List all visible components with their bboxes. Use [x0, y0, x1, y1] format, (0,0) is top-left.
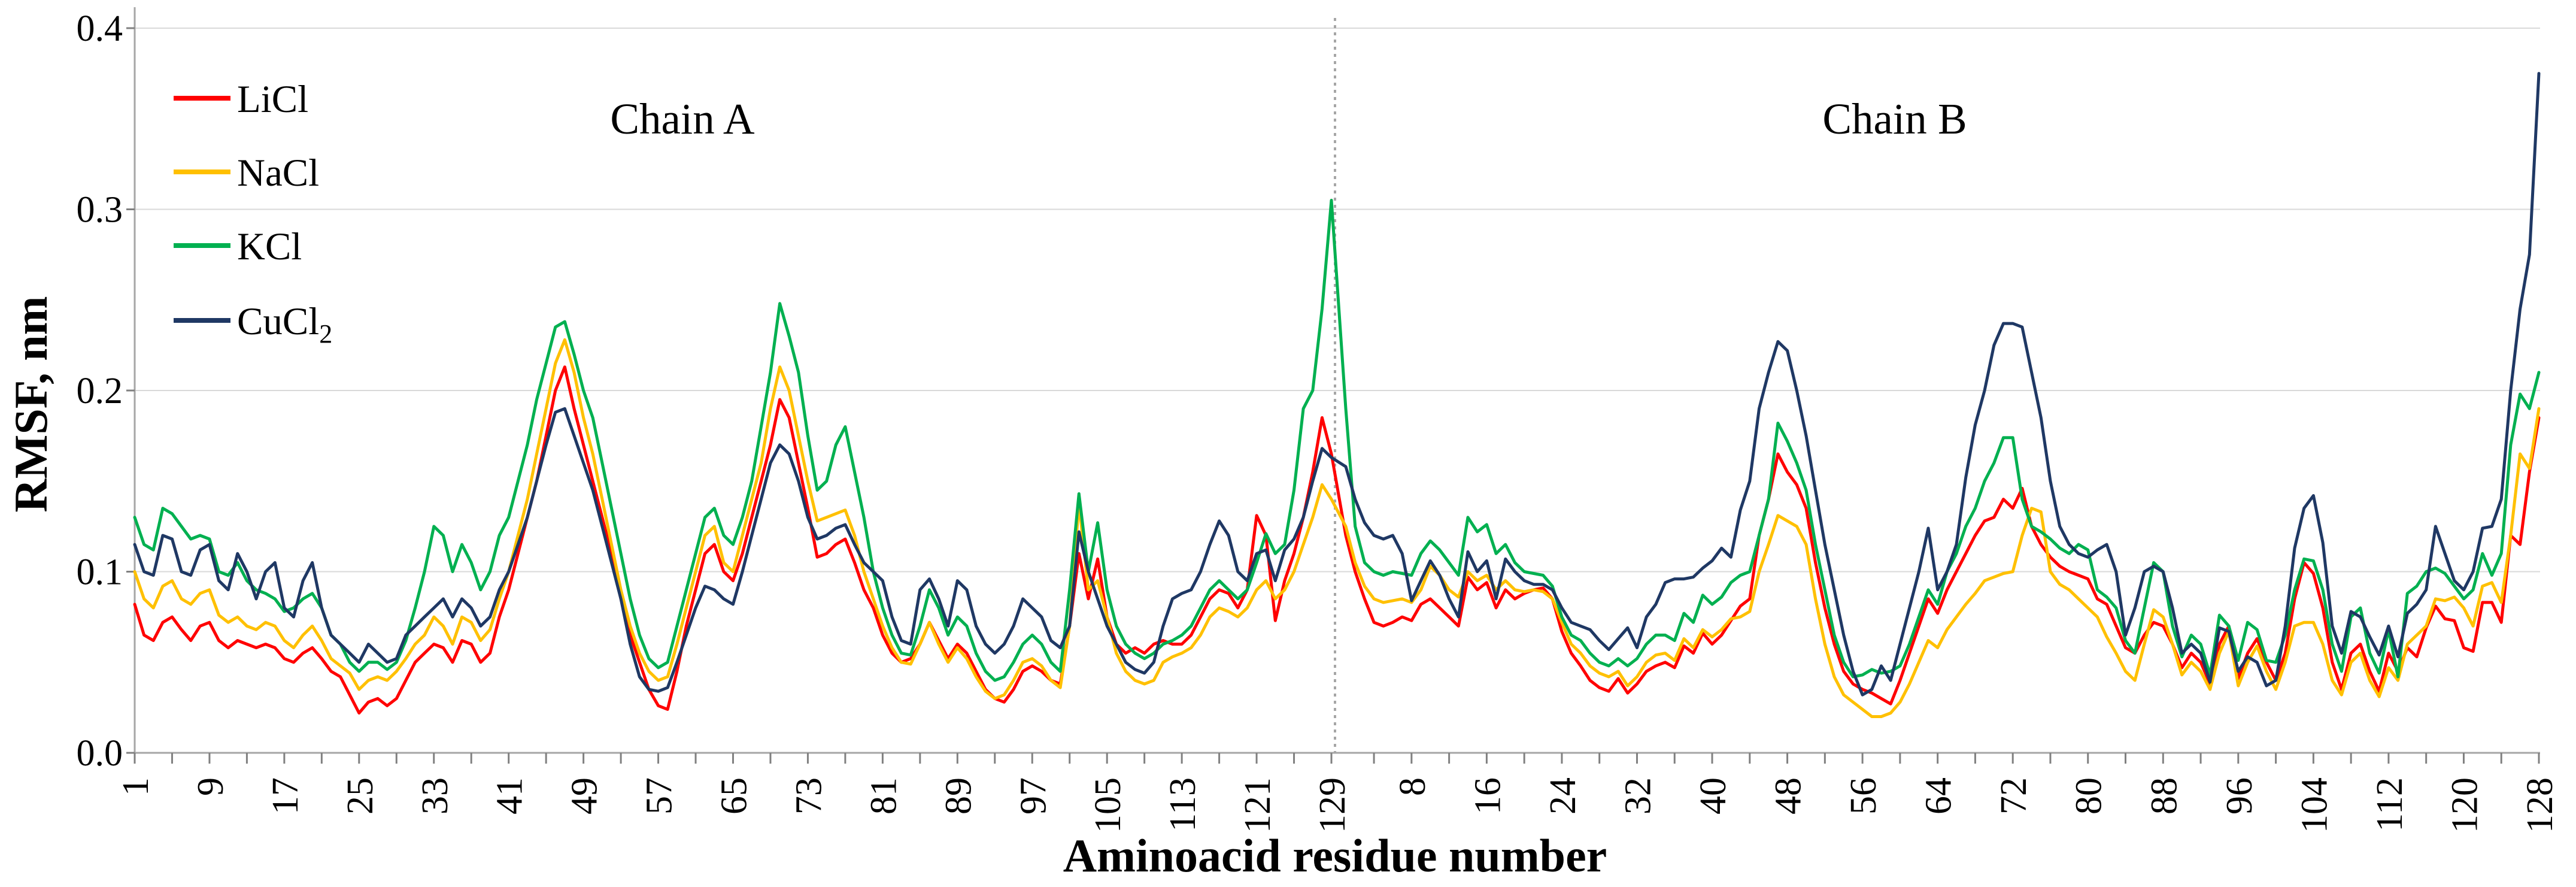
x-tick-label: 73	[788, 777, 829, 815]
y-tick-label: 0.1	[77, 552, 123, 593]
x-tick-label: 97	[1013, 777, 1054, 815]
series-line-cucl2	[133, 72, 2541, 697]
legend-label-cucl2: CuCl2	[237, 300, 332, 349]
x-tick-label: 33	[415, 777, 456, 815]
axis-tick-labels: 0.0 0.1 0.2 0.3 0.4 1 9 17 25 33 41 49 57 65 73 81 89 97 1…	[77, 8, 2561, 833]
x-tick-label: 72	[1994, 777, 2034, 815]
x-tick-label: 65	[714, 777, 755, 815]
x-tick-label: 48	[1768, 777, 1809, 815]
x-tick-label: 32	[1618, 777, 1658, 815]
x-tick-label: 24	[1543, 777, 1583, 815]
x-axis-title: Aminoacid residue number	[1063, 830, 1607, 882]
x-tick-label: 1	[116, 777, 156, 796]
x-tick-label: 57	[639, 777, 680, 815]
x-tick-label: 120	[2444, 777, 2485, 833]
x-tick-label: 8	[1392, 777, 1433, 796]
legend-item-nacl: NaCl	[174, 152, 319, 195]
x-tick-label: 112	[2369, 777, 2410, 832]
legend-label-nacl: NaCl	[237, 152, 319, 195]
x-tick-label: 64	[1919, 777, 1959, 815]
chain-a-label: Chain A	[610, 95, 755, 143]
y-tick-label: 0.2	[77, 371, 123, 411]
x-tick-label: 105	[1088, 777, 1128, 833]
series-line-nacl	[133, 338, 2541, 718]
x-tick-label: 104	[2294, 777, 2335, 833]
legend-item-cucl2: CuCl2	[174, 300, 332, 349]
x-tick-label: 9	[190, 777, 231, 796]
legend-label-kcl: KCl	[237, 225, 302, 268]
x-tick-label: 128	[2520, 777, 2560, 833]
series-lines	[133, 72, 2541, 718]
x-tick-label: 81	[863, 777, 904, 815]
x-tick-label: 80	[2069, 777, 2110, 815]
x-tick-label: 89	[938, 777, 979, 815]
legend-label-licl: LiCl	[237, 78, 308, 121]
x-tick-label: 49	[565, 777, 605, 815]
y-axis-title: RMSF, nm	[5, 296, 57, 512]
x-tick-label: 56	[1843, 777, 1884, 815]
x-tick-label: 129	[1312, 777, 1353, 833]
x-tick-label: 96	[2219, 777, 2260, 815]
legend-item-kcl: KCl	[174, 225, 302, 268]
x-tick-label: 40	[1693, 777, 1734, 815]
axis-ticks	[126, 27, 2540, 764]
x-tick-label: 25	[340, 777, 381, 815]
x-tick-label: 41	[490, 777, 530, 815]
y-tick-label: 0.0	[77, 733, 123, 774]
chain-b-label: Chain B	[1822, 95, 1967, 143]
x-tick-label: 121	[1237, 777, 1278, 833]
x-tick-label: 113	[1163, 777, 1203, 832]
x-tick-label: 88	[2144, 777, 2184, 815]
legend-item-licl: LiCl	[174, 78, 308, 121]
legend: LiCl NaCl KCl CuCl2	[174, 78, 332, 349]
x-tick-label: 17	[265, 777, 306, 815]
series-line-kcl	[133, 198, 2541, 682]
gridlines	[135, 28, 2540, 573]
y-tick-label: 0.4	[77, 8, 123, 49]
x-tick-label: 16	[1467, 777, 1508, 815]
y-tick-label: 0.3	[77, 190, 123, 231]
